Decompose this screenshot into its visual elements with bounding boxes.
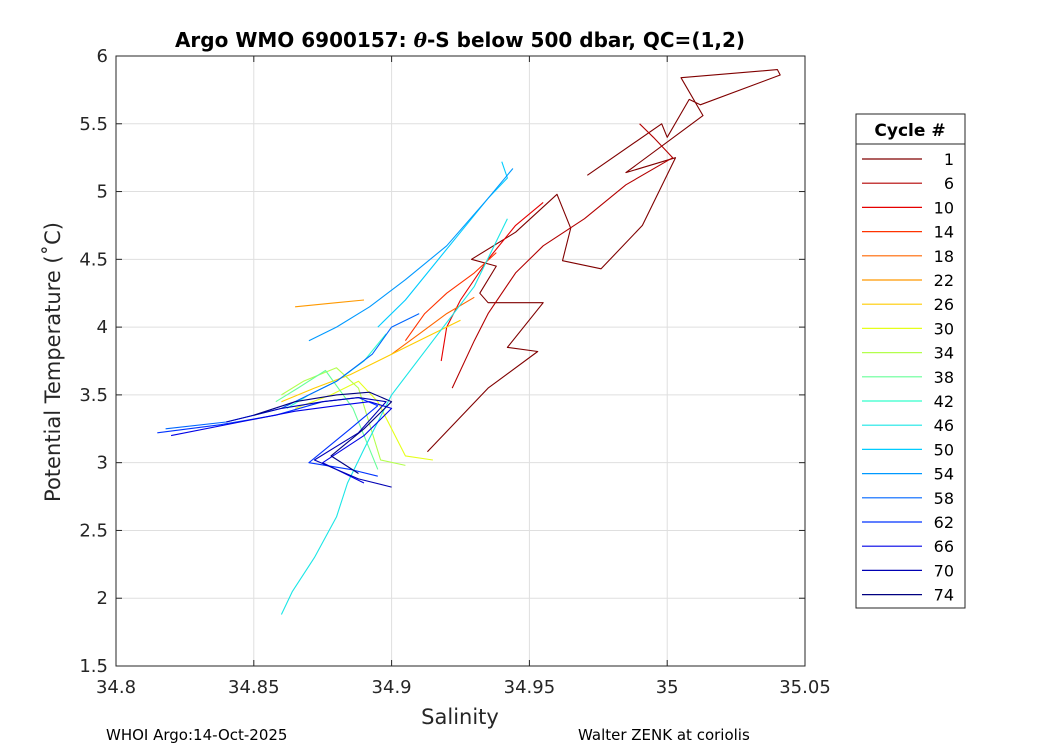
legend-label: 42 xyxy=(934,392,954,411)
series-line-cycle-34 xyxy=(281,367,406,466)
y-axis-title: Potential Temperature (˚C) xyxy=(41,222,65,502)
y-tick-label: 3 xyxy=(97,453,108,474)
legend-label: 50 xyxy=(934,440,954,459)
footer-right: Walter ZENK at coriolis xyxy=(578,726,750,744)
series-line-cycle-46 xyxy=(280,218,508,615)
legend-entries: 1 6 10 14 18 22 26 30 34 38 42 46 50 54 58 62 66 70 74 xyxy=(862,150,954,605)
y-tick-label: 3.5 xyxy=(79,385,108,406)
series-line-cycle-18 xyxy=(391,296,475,355)
legend-title: Cycle # xyxy=(874,121,945,141)
legend: Cycle # 1 6 10 14 18 22 26 30 34 38 42 46 50 54 58 62 66… xyxy=(855,113,966,609)
x-tick-label: 34.95 xyxy=(504,677,556,698)
series-line-cycle-14 xyxy=(404,252,497,342)
y-tick-label: 5.5 xyxy=(79,114,108,135)
series-line-cycle-50 xyxy=(377,161,508,328)
y-tick-labels: 1.5 2 2.5 3 3.5 4 4.5 5 5.5 6 xyxy=(79,46,108,677)
x-tick-label: 34.85 xyxy=(228,677,280,698)
legend-label: 54 xyxy=(934,465,954,484)
x-axis-title: Salinity xyxy=(421,705,499,729)
chart-title: Argo WMO 6900157: θ-S below 500 dbar, QC… xyxy=(175,28,745,52)
y-tick-label: 1.5 xyxy=(79,656,108,677)
legend-label: 26 xyxy=(934,295,954,314)
legend-label: 58 xyxy=(934,489,954,508)
plot-area xyxy=(115,55,806,667)
tick-marks xyxy=(115,55,806,667)
legend-label: 18 xyxy=(934,247,954,266)
series-line-cycle-54 xyxy=(308,168,514,342)
x-tick-label: 34.9 xyxy=(372,677,412,698)
y-tick-label: 6 xyxy=(97,46,108,67)
y-tick-label: 4.5 xyxy=(79,249,108,270)
y-tick-label: 2.5 xyxy=(79,520,108,541)
legend-box xyxy=(855,113,966,609)
legend-label: 6 xyxy=(944,174,954,193)
legend-label: 30 xyxy=(934,319,954,338)
series-line-cycle-6 xyxy=(451,123,674,389)
x-tick-label: 35.05 xyxy=(779,677,831,698)
y-tick-label: 2 xyxy=(97,588,108,609)
legend-label: 74 xyxy=(934,586,954,605)
x-tick-label: 34.8 xyxy=(96,677,136,698)
legend-label: 14 xyxy=(934,223,954,242)
plot-background xyxy=(116,56,805,666)
legend-label: 10 xyxy=(934,198,954,217)
series-line-cycle-1 xyxy=(427,69,781,453)
y-tick-label: 4 xyxy=(97,317,108,338)
legend-label: 34 xyxy=(934,344,954,363)
footer-left: WHOI Argo:14-Oct-2025 xyxy=(106,726,287,744)
x-tick-label: 35 xyxy=(656,677,679,698)
plot-frame xyxy=(115,55,806,667)
legend-label: 62 xyxy=(934,513,954,532)
legend-label: 70 xyxy=(934,561,954,580)
series-line-cycle-22 xyxy=(295,299,365,308)
legend-label: 1 xyxy=(944,150,954,169)
y-tick-label: 5 xyxy=(97,182,108,203)
series-line-cycle-74 xyxy=(253,391,393,474)
legend-label: 46 xyxy=(934,416,954,435)
series-line-cycle-70 xyxy=(226,397,392,488)
series-line-cycle-38 xyxy=(275,369,379,470)
series-line-cycle-26 xyxy=(281,319,461,403)
series-layer xyxy=(157,69,781,615)
series-line-cycle-66 xyxy=(170,401,393,484)
legend-label: 38 xyxy=(934,368,954,387)
legend-label: 66 xyxy=(934,537,954,556)
x-tick-labels: 34.8 34.85 34.9 34.95 35 35.05 xyxy=(96,677,831,698)
legend-label: 22 xyxy=(934,271,954,290)
series-line-cycle-10 xyxy=(440,201,544,362)
